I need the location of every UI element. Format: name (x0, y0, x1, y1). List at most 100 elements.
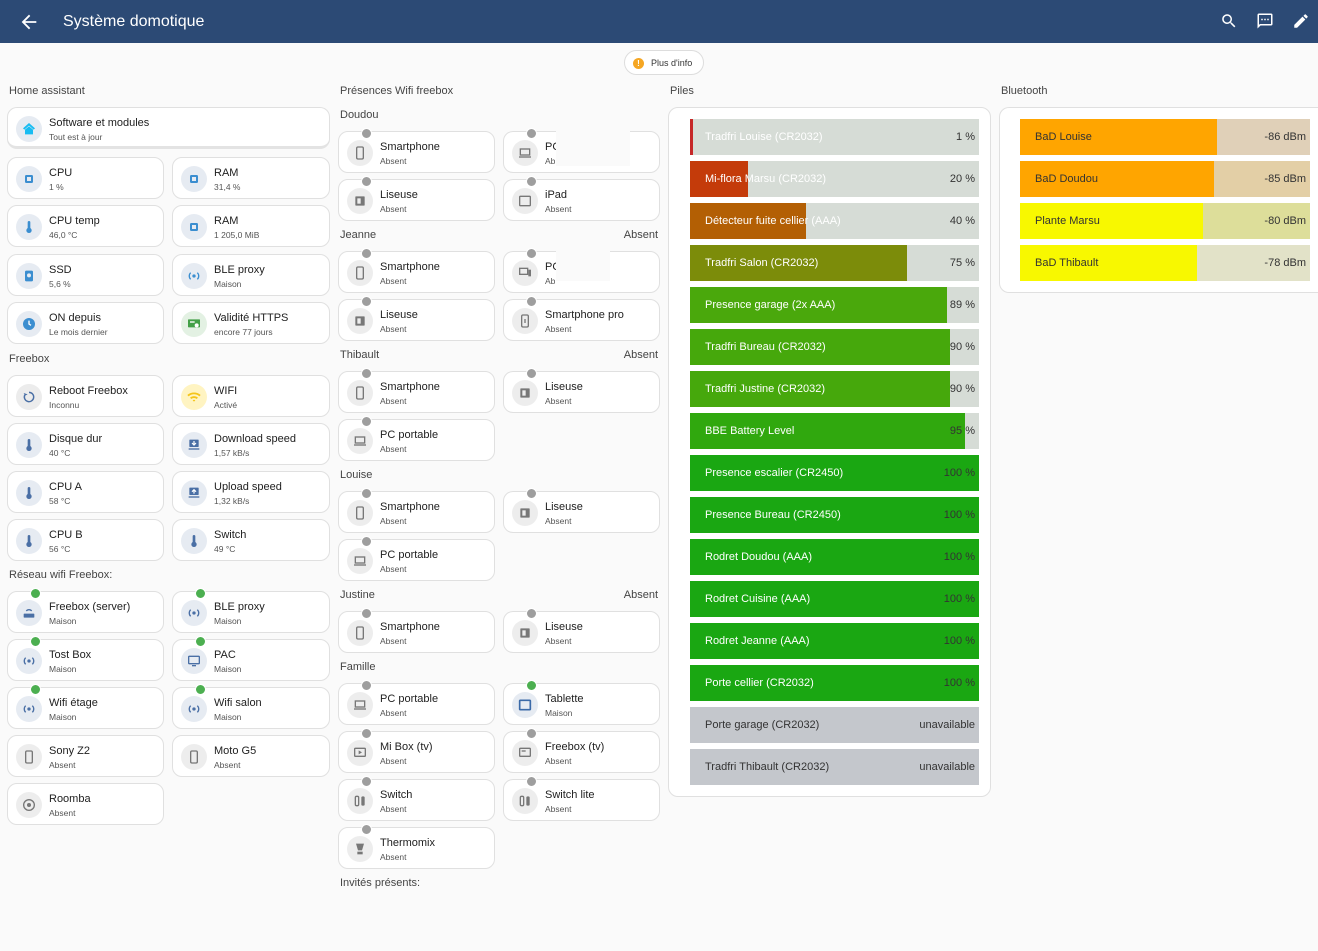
tile-state: Le mois dernier (49, 327, 108, 337)
download-speed-tile[interactable]: Download speed 1,57 kB/s (172, 423, 330, 465)
louise-smartphone-tile[interactable]: Smartphone Absent (338, 488, 495, 533)
https-validity-tile[interactable]: Validité HTTPS encore 77 jours (172, 302, 330, 344)
cpu-a-tile[interactable]: CPU A 58 °C (7, 471, 164, 513)
switch-temp-tile[interactable]: Switch 49 °C (172, 519, 330, 561)
ble-proxy-tile[interactable]: BLE proxy Maison (172, 254, 330, 296)
ssd-tile[interactable]: SSD 5,6 % (7, 254, 164, 296)
jeanne-smartphone-pro-tile[interactable]: Smartphone pro Absent (503, 296, 660, 341)
roomba-tile[interactable]: Roomba Absent (7, 783, 164, 825)
thermometer-icon (16, 432, 42, 458)
upload-speed-tile[interactable]: Upload speed 1,32 kB/s (172, 471, 330, 513)
justine-smartphone-tile[interactable]: Smartphone Absent (338, 608, 495, 653)
upload-network-icon (181, 480, 207, 506)
person-jeanne-state: Absent (623, 229, 658, 241)
pac-tile[interactable]: PAC Maison (172, 636, 330, 681)
freebox-server-tile[interactable]: Freebox (server) Maison (7, 588, 164, 633)
desktop-icon (512, 260, 538, 286)
software-modules-tile[interactable]: Software et modules Tout est à jour (7, 107, 330, 149)
game-console-icon (347, 788, 373, 814)
search-icon[interactable] (1220, 12, 1238, 30)
bluetooth-row[interactable]: BaD Doudou -85 dBm (1020, 161, 1310, 197)
away-badge-icon (526, 128, 537, 139)
famille-switch-tile[interactable]: Switch Absent (338, 776, 495, 821)
battery-level-bar (690, 455, 979, 491)
sony-z2-tile[interactable]: Sony Z2 Absent (7, 735, 164, 777)
battery-level-bar (690, 539, 979, 575)
famille-switch-lite-tile[interactable]: Switch lite Absent (503, 776, 660, 821)
away-badge-icon (361, 608, 372, 619)
more-info-chip[interactable]: ! Plus d'info (624, 50, 704, 75)
tile-name: Upload speed (214, 481, 282, 493)
wifi-salon-tile[interactable]: Wifi salon Maison (172, 684, 330, 729)
tile-state: Ab (545, 276, 556, 286)
battery-value: 40 % (949, 215, 975, 227)
jeanne-smartphone-tile[interactable]: Smartphone Absent (338, 248, 495, 293)
battery-row[interactable]: BBE Battery Level 95 % (690, 413, 979, 449)
tile-state: Maison (49, 664, 77, 674)
tile-state: Absent (380, 564, 407, 574)
edit-pencil-icon[interactable] (1292, 12, 1310, 30)
ram-percent-tile[interactable]: RAM 31,4 % (172, 157, 330, 199)
battery-row[interactable]: Presence garage (2x AAA) 89 % (690, 287, 979, 323)
battery-row[interactable]: Rodret Jeanne (AAA) 100 % (690, 623, 979, 659)
famille-freebox-tv-tile[interactable]: Freebox (tv) Absent (503, 728, 660, 773)
doudou-smartphone-tile[interactable]: Smartphone Absent (338, 128, 495, 173)
battery-row[interactable]: Tradfri Bureau (CR2032) 90 % (690, 329, 979, 365)
famille-pc-portable-tile[interactable]: PC portable Absent (338, 680, 495, 725)
battery-row[interactable]: Détecteur fuite cellier (AAA) 40 % (690, 203, 979, 239)
battery-row[interactable]: Tradfri Louise (CR2032) 1 % (690, 119, 979, 155)
ble-proxy-network-tile[interactable]: BLE proxy Maison (172, 588, 330, 633)
cpu-temp-tile[interactable]: CPU temp 46,0 °C (7, 205, 164, 247)
disque-dur-tile[interactable]: Disque dur 40 °C (7, 423, 164, 465)
away-badge-icon (526, 248, 537, 259)
tost-box-tile[interactable]: Tost Box Maison (7, 636, 164, 681)
battery-row[interactable]: Tradfri Salon (CR2032) 75 % (690, 245, 979, 281)
louise-liseuse-tile[interactable]: Liseuse Absent (503, 488, 660, 533)
battery-label: Presence escalier (CR2450) (705, 467, 844, 479)
uptime-tile[interactable]: ON depuis Le mois dernier (7, 302, 164, 344)
famille-mibox-tile[interactable]: Mi Box (tv) Absent (338, 728, 495, 773)
wifi-etage-tile[interactable]: Wifi étage Maison (7, 684, 164, 729)
tile-state: Absent (380, 204, 407, 214)
tile-name: Software et modules (49, 117, 150, 129)
bluetooth-label: BaD Louise (1035, 131, 1092, 143)
battery-row[interactable]: Tradfri Thibault (CR2032) unavailable (690, 749, 979, 785)
cellphone-icon (181, 744, 207, 770)
battery-value: 95 % (949, 425, 975, 437)
thibault-liseuse-tile[interactable]: Liseuse Absent (503, 368, 660, 413)
doudou-ipad-tile[interactable]: iPad Absent (503, 176, 660, 221)
battery-value: 1 % (956, 131, 975, 143)
bluetooth-row[interactable]: BaD Louise -86 dBm (1020, 119, 1310, 155)
ram-mib-tile[interactable]: RAM 1 205,0 MiB (172, 205, 330, 247)
battery-row[interactable]: Tradfri Justine (CR2032) 90 % (690, 371, 979, 407)
moto-g5-tile[interactable]: Moto G5 Absent (172, 735, 330, 777)
louise-pc-portable-tile[interactable]: PC portable Absent (338, 536, 495, 581)
justine-liseuse-tile[interactable]: Liseuse Absent (503, 608, 660, 653)
battery-row[interactable]: Presence Bureau (CR2450) 100 % (690, 497, 979, 533)
jeanne-liseuse-tile[interactable]: Liseuse Absent (338, 296, 495, 341)
thibault-pc-portable-tile[interactable]: PC portable Absent (338, 416, 495, 461)
battery-label: Presence Bureau (CR2450) (705, 509, 841, 521)
battery-value: 75 % (949, 257, 975, 269)
battery-row[interactable]: Porte garage (CR2032) unavailable (690, 707, 979, 743)
bluetooth-label: Plante Marsu (1035, 215, 1100, 227)
battery-row[interactable]: Rodret Doudou (AAA) 100 % (690, 539, 979, 575)
reboot-freebox-tile[interactable]: Reboot Freebox Inconnu (7, 375, 164, 417)
battery-row[interactable]: Presence escalier (CR2450) 100 % (690, 455, 979, 491)
back-arrow-icon[interactable] (18, 11, 40, 33)
thibault-smartphone-tile[interactable]: Smartphone Absent (338, 368, 495, 413)
famille-tablette-tile[interactable]: Tablette Maison (503, 680, 660, 725)
famille-thermomix-tile[interactable]: Thermomix Absent (338, 824, 495, 869)
battery-row[interactable]: Mi-flora Marsu (CR2032) 20 % (690, 161, 979, 197)
battery-row[interactable]: Rodret Cuisine (AAA) 100 % (690, 581, 979, 617)
assist-chat-icon[interactable] (1256, 12, 1274, 30)
cpu-tile[interactable]: CPU 1 % (7, 157, 164, 199)
battery-row[interactable]: Porte cellier (CR2032) 100 % (690, 665, 979, 701)
bluetooth-row[interactable]: Plante Marsu -80 dBm (1020, 203, 1310, 239)
cpu-b-tile[interactable]: CPU B 56 °C (7, 519, 164, 561)
battery-label: Tradfri Thibault (CR2032) (705, 761, 830, 773)
wifi-tile[interactable]: WIFI Activé (172, 375, 330, 417)
bluetooth-row[interactable]: BaD Thibault -78 dBm (1020, 245, 1310, 281)
doudou-liseuse-tile[interactable]: Liseuse Absent (338, 176, 495, 221)
tv-box-icon (512, 740, 538, 766)
